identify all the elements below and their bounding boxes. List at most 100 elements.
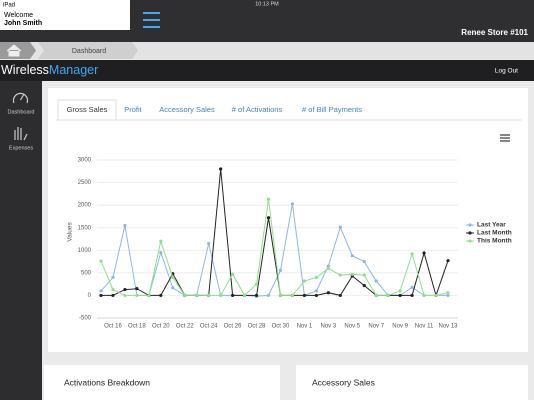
data-point bbox=[362, 283, 366, 288]
chart-card bbox=[48, 88, 528, 352]
data-point bbox=[446, 291, 450, 295]
active-tab bbox=[57, 99, 117, 121]
x-tick-label: Nov 11 bbox=[415, 324, 434, 330]
expenses-icon bbox=[14, 127, 28, 141]
data-point bbox=[135, 293, 139, 298]
menu-button[interactable] bbox=[143, 12, 160, 28]
tab[interactable]: # of Activations bbox=[232, 105, 283, 114]
panel bbox=[44, 365, 280, 400]
data-point bbox=[302, 293, 307, 298]
data-point bbox=[314, 289, 318, 293]
data-point bbox=[374, 279, 378, 283]
x-tick-label: Oct 20 bbox=[152, 324, 170, 330]
dashboard-icon bbox=[12, 92, 29, 104]
greeting: Welcome bbox=[4, 12, 33, 19]
tabs: Gross Sales Profit Accessory Sales # of Act… bbox=[67, 105, 363, 114]
dashboard-crumb[interactable] bbox=[38, 42, 138, 59]
x-tick-label: Nov 3 bbox=[321, 324, 337, 330]
tab[interactable]: Profit bbox=[124, 105, 142, 114]
chart-menu[interactable] bbox=[500, 134, 510, 142]
data-point bbox=[410, 285, 414, 289]
series-line bbox=[100, 199, 449, 297]
brand: WirelessManager bbox=[1, 63, 98, 77]
data-point bbox=[338, 273, 342, 277]
data-point bbox=[410, 252, 414, 256]
legend-label: Last Month bbox=[477, 230, 512, 237]
legend-label: This Month bbox=[477, 238, 512, 245]
data-point bbox=[362, 259, 366, 264]
data-point bbox=[326, 291, 330, 295]
data-point bbox=[266, 197, 271, 201]
sidebar-item[interactable]: Expenses bbox=[9, 145, 33, 151]
data-point bbox=[111, 275, 115, 279]
data-point bbox=[422, 293, 426, 298]
data-point bbox=[183, 293, 187, 298]
data-point bbox=[314, 293, 318, 298]
y-axis-label: Values bbox=[67, 222, 74, 242]
x-tick-label: Nov 13 bbox=[438, 324, 458, 330]
data-point bbox=[219, 293, 223, 298]
sidebar-item[interactable]: Dashboard bbox=[8, 109, 35, 115]
brand-second: Manager bbox=[49, 63, 98, 77]
legend-marker bbox=[468, 231, 472, 235]
data-point bbox=[314, 275, 318, 279]
store-name: Renee Store #101 bbox=[461, 28, 528, 37]
data-point bbox=[338, 225, 342, 229]
chart: -500 0 500 1000 1500 2000 2500 3000 Oct 16 Oct 18… bbox=[67, 158, 512, 330]
data-point bbox=[254, 293, 259, 298]
data-point bbox=[338, 293, 342, 298]
tab[interactable]: # of Bill Payments bbox=[302, 105, 362, 114]
data-point bbox=[159, 250, 163, 255]
x-tick-label: Oct 28 bbox=[248, 324, 266, 330]
data-point bbox=[99, 259, 103, 263]
panel bbox=[296, 365, 528, 400]
breadcrumb-text: Dashboard bbox=[72, 48, 106, 55]
data-point bbox=[231, 293, 235, 298]
tab[interactable]: Accessory Sales bbox=[159, 105, 215, 114]
data-point bbox=[171, 286, 175, 290]
x-tick-label: Oct 18 bbox=[128, 324, 146, 330]
data-point bbox=[434, 293, 438, 298]
data-point bbox=[386, 293, 390, 298]
user-name: John Smith bbox=[4, 20, 42, 27]
data-point bbox=[350, 254, 354, 258]
x-tick-label: Oct 24 bbox=[200, 324, 218, 330]
clock: 10:13 PM bbox=[255, 1, 279, 7]
y-tick-label: 2500 bbox=[78, 180, 92, 186]
data-point bbox=[123, 223, 127, 228]
tab[interactable]: Gross Sales bbox=[67, 105, 108, 114]
data-point bbox=[147, 293, 151, 298]
home-icon bbox=[6, 44, 22, 57]
data-point bbox=[207, 293, 211, 298]
data-point bbox=[290, 202, 295, 206]
data-point bbox=[278, 293, 283, 298]
y-tick-label: 500 bbox=[81, 270, 92, 276]
data-point bbox=[290, 293, 295, 298]
data-point bbox=[111, 287, 115, 292]
data-point bbox=[254, 282, 259, 286]
x-tick-label: Nov 5 bbox=[344, 324, 360, 330]
y-tick-label: -500 bbox=[79, 316, 92, 322]
device-label: iPad bbox=[3, 3, 15, 9]
data-point bbox=[242, 293, 247, 298]
data-point bbox=[111, 293, 115, 298]
series-line bbox=[101, 168, 449, 298]
y-tick-label: 0 bbox=[88, 293, 92, 299]
y-tick-label: 2000 bbox=[78, 203, 92, 209]
data-point bbox=[99, 289, 103, 293]
data-point bbox=[326, 266, 330, 270]
data-point bbox=[410, 293, 414, 298]
data-point bbox=[446, 259, 450, 263]
data-point bbox=[195, 293, 199, 298]
data-point bbox=[135, 287, 139, 291]
data-point bbox=[159, 239, 163, 243]
data-point bbox=[326, 264, 330, 268]
data-point bbox=[123, 293, 127, 298]
y-tick-label: 1000 bbox=[78, 248, 92, 254]
nav-bar bbox=[0, 60, 534, 81]
data-point bbox=[398, 289, 402, 293]
logout-button[interactable]: Log Out bbox=[495, 68, 518, 75]
y-tick-label: 1500 bbox=[78, 225, 92, 231]
